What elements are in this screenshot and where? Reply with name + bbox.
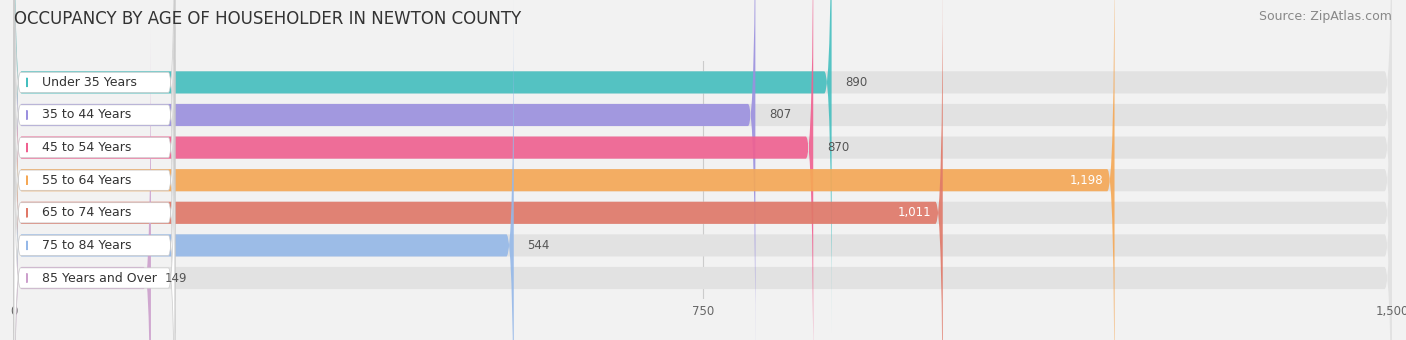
FancyBboxPatch shape — [14, 0, 755, 340]
Text: Under 35 Years: Under 35 Years — [42, 76, 136, 89]
FancyBboxPatch shape — [14, 0, 174, 340]
FancyBboxPatch shape — [14, 0, 1392, 340]
Text: 45 to 54 Years: 45 to 54 Years — [42, 141, 131, 154]
FancyBboxPatch shape — [14, 0, 1392, 340]
FancyBboxPatch shape — [14, 60, 174, 340]
FancyBboxPatch shape — [14, 0, 813, 340]
FancyBboxPatch shape — [14, 0, 513, 340]
Text: 544: 544 — [527, 239, 550, 252]
Text: 75 to 84 Years: 75 to 84 Years — [42, 239, 131, 252]
FancyBboxPatch shape — [14, 0, 1115, 340]
FancyBboxPatch shape — [14, 0, 1392, 340]
FancyBboxPatch shape — [14, 0, 174, 340]
FancyBboxPatch shape — [14, 0, 174, 340]
FancyBboxPatch shape — [14, 0, 1392, 332]
FancyBboxPatch shape — [14, 0, 1392, 340]
FancyBboxPatch shape — [14, 0, 943, 340]
Text: 1,198: 1,198 — [1070, 174, 1104, 187]
FancyBboxPatch shape — [14, 27, 174, 340]
Text: 870: 870 — [827, 141, 849, 154]
Text: 55 to 64 Years: 55 to 64 Years — [42, 174, 131, 187]
FancyBboxPatch shape — [14, 0, 174, 333]
FancyBboxPatch shape — [14, 28, 1392, 340]
Text: 890: 890 — [845, 76, 868, 89]
FancyBboxPatch shape — [14, 28, 150, 340]
FancyBboxPatch shape — [14, 0, 1392, 340]
Text: 65 to 74 Years: 65 to 74 Years — [42, 206, 131, 219]
Text: 807: 807 — [769, 108, 792, 121]
Text: 35 to 44 Years: 35 to 44 Years — [42, 108, 131, 121]
Text: 149: 149 — [165, 272, 187, 285]
Text: Source: ZipAtlas.com: Source: ZipAtlas.com — [1258, 10, 1392, 23]
Text: 85 Years and Over: 85 Years and Over — [42, 272, 156, 285]
FancyBboxPatch shape — [14, 0, 174, 301]
FancyBboxPatch shape — [14, 0, 831, 332]
Text: OCCUPANCY BY AGE OF HOUSEHOLDER IN NEWTON COUNTY: OCCUPANCY BY AGE OF HOUSEHOLDER IN NEWTO… — [14, 10, 522, 28]
Text: 1,011: 1,011 — [898, 206, 932, 219]
